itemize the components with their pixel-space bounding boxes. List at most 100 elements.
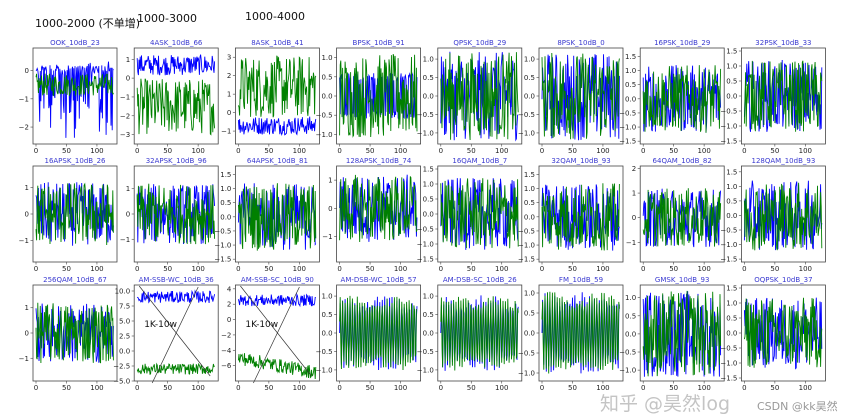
subplot-title: 32QAM_10dB_93: [551, 157, 610, 165]
series-q-line: [743, 297, 823, 368]
x-tick-label: 0: [742, 384, 746, 392]
y-tick-label: −1.0: [518, 129, 535, 137]
y-tick-label: −1.5: [720, 256, 737, 264]
subplot-256qam-10db-67: 256QAM_10dB_67 0 50 100 −1 0 1: [19, 276, 118, 392]
y-tick-label: 1.0: [726, 300, 737, 308]
series-q-line: [237, 55, 317, 118]
series-q-line: [440, 52, 519, 141]
y-tick-label: −1.0: [619, 124, 636, 132]
y-tick-label: 0.0: [119, 348, 130, 356]
x-tick-label: 100: [394, 147, 407, 155]
subplot-title: AM-DSB-WC_10dB_57: [341, 276, 417, 284]
x-tick-label: 50: [568, 384, 577, 392]
y-tick-label: −4: [221, 347, 232, 355]
y-tick-label: 0.5: [524, 310, 535, 318]
series-i-line: [35, 61, 114, 138]
subplot-title: 8PSK_10dB_0: [557, 39, 604, 47]
y-tick-label: 0: [25, 330, 29, 338]
series-q-line: [35, 182, 114, 246]
x-tick-label: 50: [62, 265, 71, 273]
y-tick-label: 0.5: [625, 81, 636, 89]
plot-frame: [234, 284, 320, 382]
subplot-am-ssb-wc-10db-36: AM-SSB-WC_10dB_36 1K-10w 0 50 100 −5.0 −2.5 0.0…: [113, 276, 219, 392]
y-tick-label: 1.5: [726, 285, 737, 293]
y-tick-label: −0.5: [417, 226, 434, 234]
y-tick-label: −1: [322, 233, 332, 241]
x-tick-label: 0: [742, 265, 746, 273]
series-q-line: [136, 183, 216, 245]
y-tick-label: 1.0: [524, 290, 535, 298]
y-tick-label: 2: [632, 165, 636, 173]
x-tick-label: 50: [669, 147, 678, 155]
y-tick-label: 0.0: [220, 213, 231, 221]
y-tick-label: 0.0: [524, 330, 535, 338]
x-tick-label: 0: [641, 147, 645, 155]
y-tick-label: 1.0: [423, 293, 434, 301]
series-q-line: [237, 353, 317, 380]
x-tick-label: 0: [34, 265, 38, 273]
y-tick-label: 1: [126, 56, 130, 64]
series-q-line: [35, 73, 114, 97]
subplot-128qam-10db-93: 128QAM_10dB_93 0 50 100 −1.5 −1.0 −0.5 0.0 0.5 1.…: [720, 157, 826, 273]
x-tick-label: 100: [697, 265, 710, 273]
x-tick-label: 100: [799, 265, 812, 273]
series-i-line: [137, 289, 216, 304]
plot-frame: [639, 284, 725, 382]
plot-frame: [741, 165, 826, 263]
csdn-watermark: CSDN @kk昊然: [757, 400, 838, 413]
subplot-ook-10db-23: OOK_10dB_23 0 50 100 −2 −1 0: [19, 39, 118, 155]
x-tick-label: 0: [236, 384, 240, 392]
x-tick-label: 0: [641, 265, 645, 273]
y-tick-label: 0.0: [726, 93, 737, 101]
subplot-8ask-10db-41: 8ASK_10dB_41 0 50 100 −1 0 1 2 3: [221, 39, 320, 155]
subplot-128apsk-10db-74: 128APSK_10dB_74 0 50 100 −1 0 1: [322, 157, 422, 273]
y-tick-label: −0.5: [316, 348, 333, 356]
series-q-line: [339, 53, 418, 138]
y-tick-label: −0.5: [316, 112, 333, 120]
subplot-32qam-10db-93: 32QAM_10dB_93 0 50 100 −1.5 −1.0 −0.5 0.0 0.5 1.0…: [518, 157, 624, 273]
plot-frame: [234, 47, 320, 145]
subplot-64qam-10db-82: 64QAM_10dB_82 0 50 100 −1 0 1 2: [626, 157, 725, 273]
y-tick-label: 1.0: [423, 181, 434, 189]
subplot-title: 128QAM_10dB_93: [752, 157, 816, 165]
subplot-16apsk-10db-26: 16APSK_10dB_26 0 50 100 −1 0 1: [19, 157, 118, 273]
y-tick-label: 0.0: [321, 93, 332, 101]
y-tick-label: −1.5: [518, 256, 535, 264]
y-tick-label: −1: [221, 128, 231, 136]
y-tick-label: 0.5: [726, 315, 737, 323]
y-tick-label: 1.5: [726, 168, 737, 176]
subplot-title: 128APSK_10dB_74: [346, 157, 412, 165]
y-tick-label: −1: [19, 237, 29, 245]
range-note-1: 1000-2000 (不单增): [35, 17, 141, 30]
x-tick-label: 50: [163, 384, 172, 392]
y-tick-label: 1.0: [321, 54, 332, 62]
x-tick-label: 100: [596, 384, 609, 392]
x-tick-label: 0: [337, 147, 341, 155]
y-tick-label: 3: [227, 54, 231, 62]
y-tick-label: 1.5: [423, 166, 434, 174]
y-tick-label: 0.5: [220, 199, 231, 207]
x-tick-label: 50: [264, 147, 273, 155]
x-tick-label: 50: [366, 147, 375, 155]
x-tick-label: 50: [467, 265, 476, 273]
y-tick-label: 1: [227, 91, 231, 99]
subplot-title: 64QAM_10dB_82: [653, 157, 712, 165]
subplot-16psk-10db-29: 16PSK_10dB_29 0 50 100 −1.5 −1.0 −0.5 0.0 0.5 1.0…: [619, 39, 725, 155]
y-tick-label: −1.0: [417, 366, 434, 374]
x-tick-label: 0: [135, 147, 139, 155]
y-tick-label: 1: [632, 190, 636, 198]
series-i-line: [237, 116, 317, 136]
series-q-line: [237, 183, 317, 251]
y-tick-label: −1.0: [316, 131, 333, 139]
y-tick-label: −2: [221, 331, 231, 339]
zhihu-watermark: 知乎 @昊然log: [600, 393, 731, 415]
subplot-title: GMSK_10dB_93: [655, 276, 710, 284]
y-tick-label: −1.0: [720, 123, 737, 131]
x-tick-label: 100: [495, 265, 508, 273]
x-tick-label: 50: [366, 265, 375, 273]
annotation-label: 1K-10w: [245, 320, 278, 330]
y-tick-label: 0.5: [423, 311, 434, 319]
y-tick-label: −1.5: [417, 256, 434, 264]
series-q-line: [541, 52, 620, 140]
y-tick-label: −1: [626, 239, 636, 247]
